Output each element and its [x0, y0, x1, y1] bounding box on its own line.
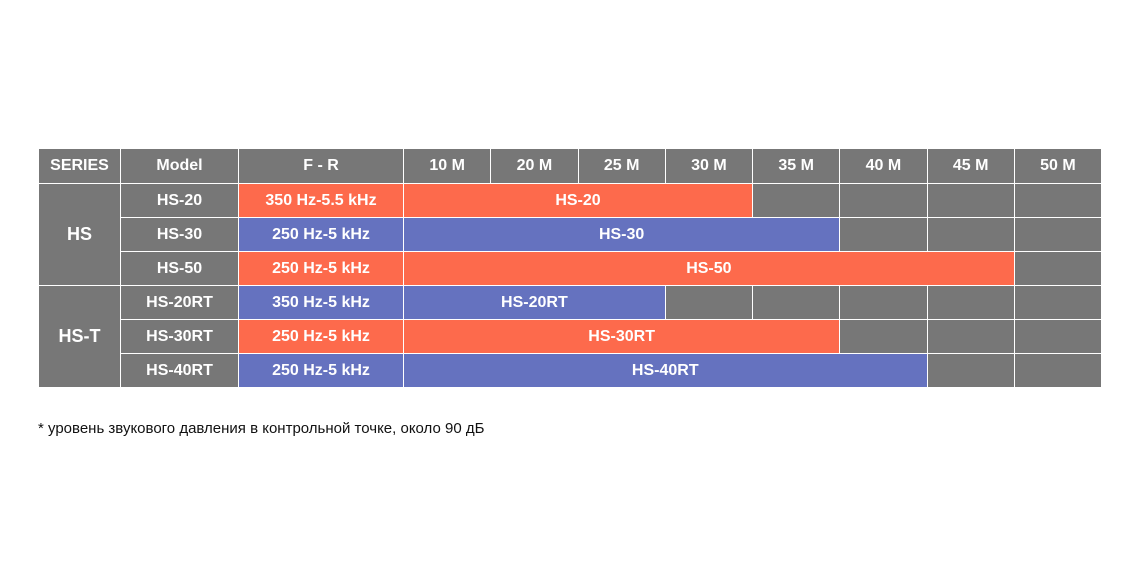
empty-cell — [1013, 285, 1103, 320]
series-cell: HS — [38, 183, 121, 286]
table-body: HS HS-20 350 Hz-5.5 kHz HS-20 HS-30 250 Hz-5 … — [38, 183, 1103, 388]
empty-cell — [839, 319, 928, 354]
table-row: HS-40RT 250 Hz-5 kHz HS-40RT — [39, 353, 1103, 388]
fr-cell: 350 Hz-5 kHz — [238, 285, 404, 320]
empty-cell — [1013, 217, 1103, 252]
table-row: HS-30 250 Hz-5 kHz HS-30 — [39, 217, 1103, 252]
fr-cell: 350 Hz-5.5 kHz — [238, 183, 404, 218]
fr-cell: 250 Hz-5 kHz — [238, 319, 404, 354]
table-row: HS-T HS-20RT 350 Hz-5 kHz HS-20RT — [38, 285, 1103, 388]
empty-cell — [1013, 319, 1103, 354]
series-cell: HS-T — [38, 285, 121, 388]
header-cell: 40 M — [839, 148, 928, 184]
table-row: HS-30RT 250 Hz-5 kHz HS-30RT — [39, 319, 1103, 354]
header-cell: SERIES — [38, 148, 121, 184]
range-bar: HS-20RT — [403, 285, 666, 320]
header-cell: 35 M — [751, 148, 841, 184]
range-bar: HS-30 — [402, 217, 841, 252]
empty-cell — [664, 285, 754, 320]
empty-cell — [839, 217, 928, 252]
empty-cell — [926, 217, 1015, 252]
empty-cell — [926, 319, 1015, 354]
header-cell: 50 M — [1013, 148, 1103, 184]
empty-cell — [751, 285, 841, 320]
model-cell: HS-20RT — [120, 285, 239, 320]
range-bar: HS-50 — [403, 251, 1015, 286]
empty-cell — [1013, 183, 1103, 218]
table-row: HS HS-20 350 Hz-5.5 kHz HS-20 — [38, 183, 1103, 286]
header-cell: 25 M — [577, 148, 666, 184]
model-cell: HS-40RT — [120, 353, 239, 388]
header-cell: F - R — [238, 148, 404, 184]
table-row: HS-50 250 Hz-5 kHz HS-50 — [39, 251, 1103, 286]
header-cell: 45 M — [926, 148, 1015, 184]
header-cell: Model — [120, 148, 239, 184]
empty-cell — [926, 285, 1015, 320]
empty-cell — [751, 183, 841, 218]
header-cell: 30 M — [664, 148, 754, 184]
empty-cell — [839, 285, 928, 320]
model-cell: HS-20 — [120, 183, 239, 218]
empty-cell — [926, 353, 1015, 388]
fr-cell: 250 Hz-5 kHz — [238, 251, 404, 286]
footnote: * уровень звукового давления в контрольн… — [38, 420, 485, 437]
model-cell: HS-30RT — [120, 319, 239, 354]
range-bar: HS-40RT — [403, 353, 928, 388]
empty-cell — [1013, 251, 1103, 286]
fr-cell: 250 Hz-5 kHz — [238, 217, 404, 252]
model-cell: HS-50 — [120, 251, 239, 286]
header-cell: 20 M — [490, 148, 579, 184]
model-cell: HS-30 — [120, 217, 239, 252]
header-cell: 10 M — [402, 148, 492, 184]
range-bar: HS-30RT — [402, 319, 841, 354]
range-bar: HS-20 — [403, 183, 753, 218]
empty-cell — [839, 183, 928, 218]
empty-cell — [1013, 353, 1103, 388]
empty-cell — [926, 183, 1015, 218]
fr-cell: 250 Hz-5 kHz — [238, 353, 404, 388]
